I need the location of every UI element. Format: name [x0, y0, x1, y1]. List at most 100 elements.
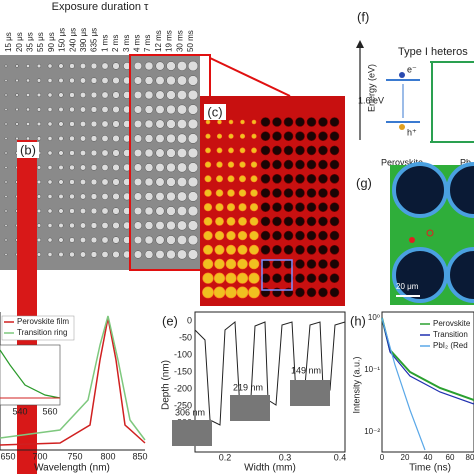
x-tick-label: 0	[380, 453, 385, 462]
dot	[205, 147, 211, 154]
plot-frame	[381, 311, 474, 453]
x-tick-label: 0.3	[279, 452, 292, 462]
axis-label: Energy (eV)	[366, 64, 376, 112]
dot	[216, 133, 223, 139]
dot	[204, 189, 212, 197]
dot	[249, 230, 259, 241]
panel-label: (c)	[207, 104, 222, 119]
dot	[144, 76, 154, 85]
holes	[392, 162, 474, 303]
dot	[306, 131, 317, 141]
dot	[260, 117, 271, 127]
dot	[4, 253, 8, 256]
dot	[80, 150, 86, 156]
dot	[202, 258, 214, 270]
dot	[133, 90, 143, 100]
dot	[69, 106, 75, 113]
electron-label: e⁻	[407, 64, 417, 74]
column-label: 240 μs	[68, 28, 77, 52]
axis-label: Width (mm)	[244, 463, 296, 474]
dot	[101, 135, 109, 142]
dot	[101, 222, 109, 229]
column-label: 1 ms	[100, 35, 109, 52]
dot	[260, 273, 271, 284]
dot	[251, 119, 257, 125]
dot	[155, 235, 165, 245]
dot	[283, 230, 294, 241]
dot	[133, 134, 143, 143]
dot	[155, 75, 165, 86]
dot	[133, 148, 143, 158]
dot	[58, 237, 64, 243]
dot	[36, 208, 42, 214]
arrow-head	[356, 40, 364, 48]
dot	[329, 188, 340, 198]
dot	[58, 121, 64, 127]
material-label: Perovskite	[381, 157, 423, 167]
column-label: 635 μs	[90, 28, 99, 52]
dot	[36, 121, 42, 127]
dot	[47, 194, 53, 199]
electron	[399, 72, 405, 78]
legend-label: Perovskite film	[17, 317, 69, 326]
dot	[329, 216, 340, 227]
dot	[36, 136, 42, 141]
dot	[306, 245, 317, 255]
dot	[15, 64, 19, 68]
dot	[58, 106, 64, 113]
dot	[272, 145, 282, 156]
x-tick-label: 20	[401, 453, 410, 462]
dot	[112, 192, 120, 201]
axis-label: Intensity (a.u.)	[351, 356, 361, 413]
dot	[295, 216, 305, 227]
dot	[283, 188, 294, 198]
dot	[133, 119, 143, 129]
dot	[239, 175, 247, 183]
dot	[4, 137, 8, 140]
dot	[204, 161, 212, 168]
dot	[90, 222, 98, 229]
dot	[306, 259, 317, 269]
dot	[306, 273, 317, 284]
dot	[329, 202, 340, 212]
dot	[101, 193, 109, 200]
dot	[238, 216, 247, 226]
dot	[227, 189, 235, 197]
dot	[90, 62, 98, 70]
dot	[4, 151, 8, 155]
panel-label: (f)	[357, 9, 369, 24]
dot	[203, 230, 213, 241]
dot	[90, 251, 98, 258]
decay-curve	[381, 317, 426, 451]
dot	[4, 64, 8, 68]
dot	[4, 195, 8, 198]
dot	[26, 64, 30, 68]
profile	[194, 321, 346, 426]
dot	[80, 63, 86, 69]
axis-label: Depth (nm)	[161, 360, 172, 410]
column-label: 20 μs	[15, 32, 24, 52]
dot	[112, 76, 120, 85]
dot	[272, 216, 282, 227]
dot	[260, 202, 271, 212]
curve	[0, 315, 146, 441]
column-label: 55 μs	[36, 32, 45, 52]
panel-label: (b)	[20, 142, 36, 157]
dot	[112, 163, 120, 172]
dot	[112, 236, 120, 244]
dot	[260, 188, 271, 198]
dot	[101, 91, 109, 99]
dot	[90, 77, 98, 84]
panel-label: (h)	[350, 313, 366, 328]
dot	[133, 163, 143, 172]
dot	[112, 207, 120, 215]
inset	[0, 344, 61, 406]
dot	[47, 252, 53, 257]
dot	[272, 174, 282, 184]
dot	[318, 287, 328, 298]
dot	[216, 175, 224, 183]
sem-inset	[230, 395, 270, 421]
dot	[306, 230, 317, 241]
dot	[177, 220, 187, 231]
dot	[283, 202, 294, 212]
